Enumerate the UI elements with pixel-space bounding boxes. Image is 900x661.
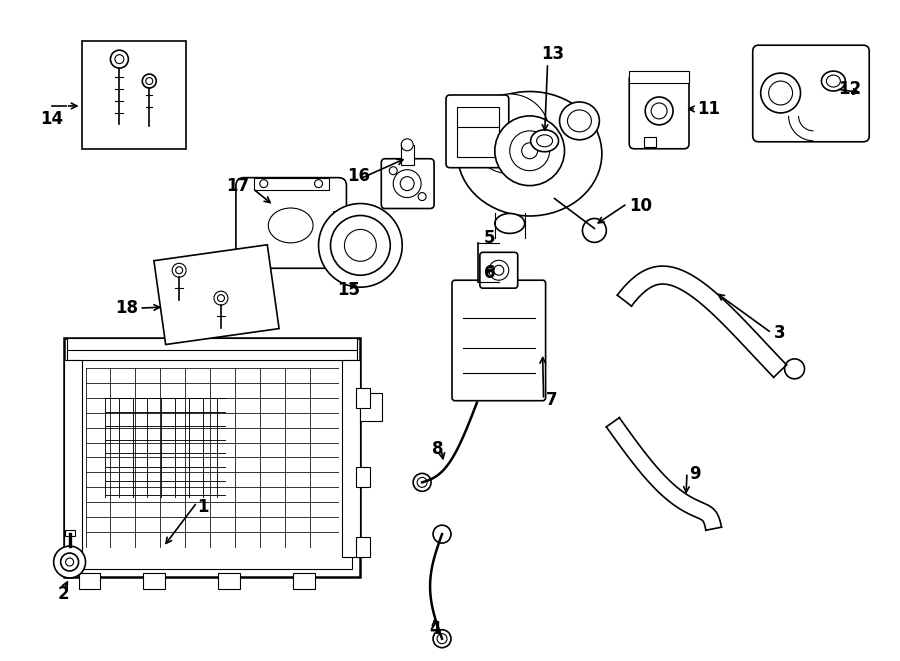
FancyBboxPatch shape: [629, 74, 689, 149]
Circle shape: [142, 74, 157, 88]
Circle shape: [400, 176, 414, 190]
Text: 8: 8: [431, 440, 443, 459]
Circle shape: [214, 291, 228, 305]
Circle shape: [176, 267, 183, 274]
Circle shape: [760, 73, 800, 113]
Circle shape: [111, 50, 129, 68]
Circle shape: [489, 260, 508, 280]
Text: 18: 18: [115, 299, 138, 317]
FancyBboxPatch shape: [480, 253, 518, 288]
Ellipse shape: [822, 71, 845, 91]
Bar: [356, 467, 370, 487]
Text: 3: 3: [774, 324, 786, 342]
Bar: [334, 210, 354, 233]
Ellipse shape: [470, 94, 550, 174]
Circle shape: [390, 167, 397, 175]
Ellipse shape: [536, 135, 553, 147]
FancyBboxPatch shape: [452, 280, 545, 401]
Circle shape: [433, 630, 451, 648]
Bar: [82, 41, 186, 149]
Circle shape: [418, 192, 426, 200]
Text: 11: 11: [697, 100, 720, 118]
Circle shape: [172, 263, 186, 277]
Bar: [67, 338, 357, 360]
Circle shape: [495, 116, 564, 186]
Circle shape: [785, 359, 805, 379]
Bar: [343, 360, 360, 557]
Circle shape: [433, 525, 451, 543]
Circle shape: [417, 477, 428, 487]
Bar: [457, 107, 499, 157]
Text: 13: 13: [541, 45, 564, 63]
Circle shape: [582, 219, 607, 243]
FancyBboxPatch shape: [236, 178, 346, 268]
Bar: [64, 338, 360, 577]
Text: 15: 15: [337, 281, 360, 299]
FancyBboxPatch shape: [382, 159, 434, 208]
Bar: [154, 245, 279, 344]
Circle shape: [401, 139, 413, 151]
FancyBboxPatch shape: [752, 45, 869, 142]
Circle shape: [345, 229, 376, 261]
Circle shape: [413, 473, 431, 491]
Ellipse shape: [531, 130, 559, 152]
Ellipse shape: [268, 208, 313, 243]
Bar: [65, 530, 75, 536]
Circle shape: [60, 553, 78, 571]
Bar: [78, 573, 101, 589]
Text: 16: 16: [346, 167, 370, 184]
Bar: [401, 145, 414, 165]
Text: 12: 12: [839, 80, 861, 98]
Circle shape: [330, 215, 391, 275]
Ellipse shape: [457, 91, 602, 216]
Text: 2: 2: [58, 585, 69, 603]
Text: 6: 6: [484, 264, 496, 282]
Circle shape: [319, 204, 402, 287]
Circle shape: [522, 143, 537, 159]
Text: 10: 10: [629, 196, 652, 215]
Circle shape: [54, 546, 86, 578]
Bar: [360, 393, 382, 420]
Circle shape: [494, 265, 504, 275]
Circle shape: [115, 55, 124, 63]
Bar: [254, 178, 328, 190]
Ellipse shape: [560, 102, 599, 140]
Bar: [218, 573, 240, 589]
Circle shape: [393, 170, 421, 198]
Bar: [292, 573, 315, 589]
Text: 1: 1: [197, 498, 209, 516]
Circle shape: [769, 81, 793, 105]
Text: 17: 17: [226, 176, 248, 194]
Ellipse shape: [645, 97, 673, 125]
Circle shape: [315, 180, 322, 188]
Bar: [356, 537, 370, 557]
Circle shape: [146, 77, 153, 85]
Ellipse shape: [495, 214, 525, 233]
Circle shape: [218, 295, 224, 301]
Ellipse shape: [826, 75, 841, 87]
Circle shape: [66, 558, 74, 566]
Text: 7: 7: [545, 391, 557, 408]
Circle shape: [260, 180, 268, 188]
Bar: [64, 360, 82, 557]
Text: 9: 9: [689, 465, 700, 483]
Bar: [356, 388, 370, 408]
Ellipse shape: [652, 103, 667, 119]
Text: 4: 4: [429, 620, 441, 638]
Bar: [143, 573, 166, 589]
Circle shape: [509, 131, 550, 171]
Circle shape: [437, 634, 447, 644]
Ellipse shape: [568, 110, 591, 132]
Bar: [72, 346, 353, 569]
Bar: [629, 71, 689, 83]
Bar: [644, 137, 656, 147]
Text: 5: 5: [484, 229, 496, 247]
Text: 14: 14: [40, 110, 63, 128]
FancyBboxPatch shape: [446, 95, 508, 168]
